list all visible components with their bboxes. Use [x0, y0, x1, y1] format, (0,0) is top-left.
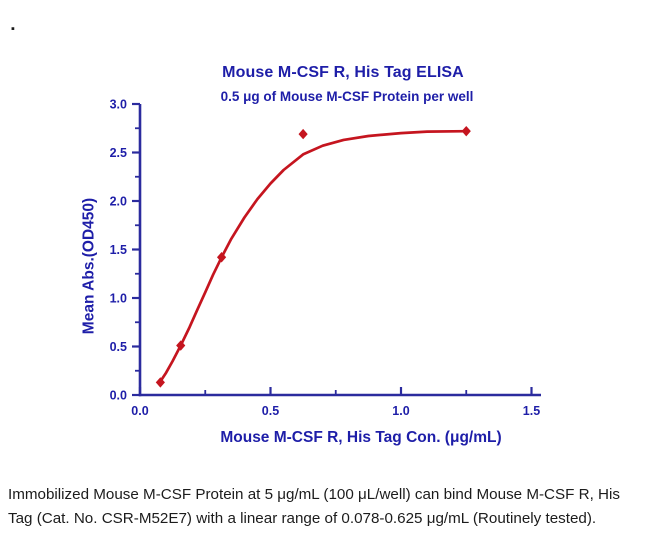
fit-curve [159, 129, 468, 383]
y-tick-label: 1.0 [110, 292, 127, 306]
x-tick-label: 1.0 [392, 404, 409, 418]
chart-subtitle: 0.5 μg of Mouse M-CSF Protein per well [220, 89, 474, 104]
data-point-marker [176, 340, 186, 351]
x-tick-label: 0.0 [131, 404, 148, 418]
y-tick-label: 2.5 [110, 146, 127, 160]
figure-caption: Immobilized Mouse M-CSF Protein at 5 μg/… [8, 483, 650, 530]
x-tick-label: 0.5 [262, 404, 279, 418]
y-tick-label: 2.0 [110, 195, 127, 209]
data-point-marker [461, 125, 471, 137]
data-point-marker [155, 377, 165, 388]
x-tick-label: 1.5 [523, 404, 540, 418]
y-tick-label: 0.5 [110, 340, 127, 354]
caption-line-1: Immobilized Mouse M-CSF Protein at 5 μg/… [8, 486, 620, 503]
chart-title: Mouse M-CSF R, His Tag ELISA [222, 64, 464, 81]
bullet-mark: ▪ [11, 23, 15, 35]
data-point-marker [216, 252, 227, 263]
y-tick-label: 1.5 [110, 243, 127, 257]
x-axis-title: Mouse M-CSF R, His Tag Con. (μg/mL) [220, 429, 502, 446]
caption-line-2: Tag (Cat. No. CSR-M52E7) with a linear r… [8, 509, 597, 527]
elisa-binding-chart: 0.0 0.5 1.0 1.5 0.0 0.5 1.0 1.5 2.0 2.5 3.0 [110, 98, 541, 418]
y-tick-label: 0.0 [110, 389, 127, 403]
y-tick-label: 3.0 [110, 98, 127, 112]
data-point-marker [298, 128, 308, 140]
